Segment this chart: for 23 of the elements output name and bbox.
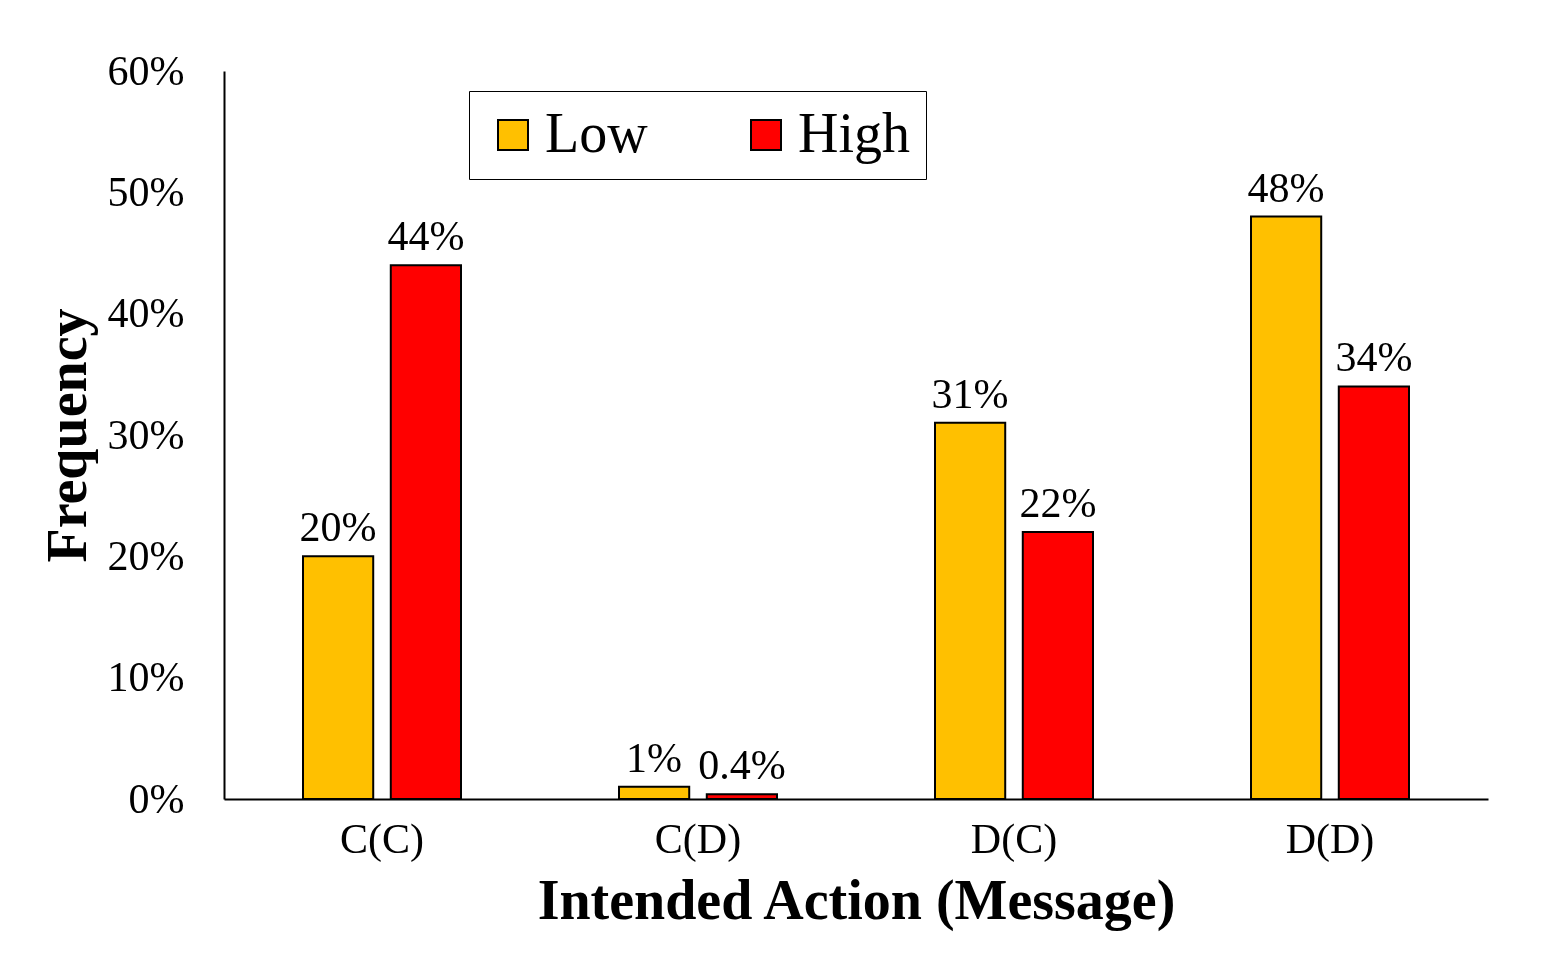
y-tick-label: 40%	[107, 290, 185, 337]
data-label: 1%	[626, 734, 683, 781]
data-label: 0.4%	[698, 742, 786, 789]
x-tick-label: C(D)	[654, 815, 742, 863]
data-label: 34%	[1335, 334, 1413, 381]
y-tick-label: 50%	[107, 168, 185, 215]
data-label: 48%	[1247, 164, 1325, 211]
x-tick-label: C(C)	[340, 815, 424, 863]
data-label: 20%	[299, 504, 377, 551]
x-tick-label: D(C)	[970, 815, 1058, 863]
y-tick-label: 10%	[107, 654, 185, 701]
legend-label: Low	[545, 102, 649, 164]
data-label: 44%	[387, 213, 465, 260]
y-tick-label: 30%	[107, 411, 185, 458]
data-label: 31%	[931, 370, 1009, 417]
y-tick-label: 0%	[128, 775, 185, 822]
data-label: 22%	[1019, 480, 1097, 527]
legend-label: High	[798, 102, 910, 164]
x-tick-label: D(D)	[1285, 815, 1375, 863]
y-tick-label: 20%	[107, 532, 185, 579]
y-axis-title: Frequency	[35, 308, 98, 563]
y-tick-label: 60%	[107, 47, 185, 94]
x-axis-title: Intended Action (Message)	[537, 868, 1176, 932]
